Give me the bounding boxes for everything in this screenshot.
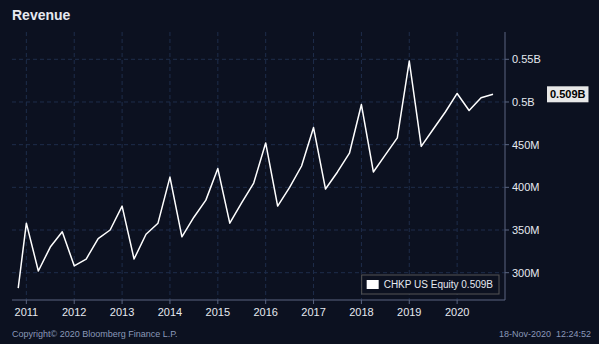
y-tick — [505, 101, 509, 102]
y-axis-line — [505, 32, 506, 300]
x-tick — [361, 300, 362, 304]
y-tick — [505, 272, 509, 273]
legend-frame — [362, 275, 499, 294]
chart: Revenue 300M 350M 400M 450M 0.5B 0.55B 2011 2012… — [0, 0, 599, 344]
x-tick-label: 2017 — [301, 306, 325, 318]
x-tick — [169, 300, 170, 304]
y-tick-label: 450M — [512, 139, 540, 151]
y-tick-label: 0.55B — [512, 53, 541, 65]
x-grid-line — [74, 32, 75, 300]
y-grid-line — [12, 187, 505, 188]
x-tick — [74, 300, 75, 304]
x-tick — [457, 300, 458, 304]
x-grid-line — [26, 32, 27, 300]
y-tick-label: 350M — [512, 224, 540, 236]
x-tick-label: 2014 — [158, 306, 182, 318]
x-grid-line — [457, 32, 458, 300]
y-grid-line — [12, 144, 505, 145]
x-tick — [313, 300, 314, 304]
footer-text: Copyright© 2020 Bloomberg Finance L.P. — [12, 329, 178, 339]
x-tick-label: 2018 — [349, 306, 373, 318]
annotation: 0.509B — [547, 86, 588, 102]
x-tick — [122, 300, 123, 304]
x-tick — [265, 300, 266, 304]
y-grid-line — [12, 59, 505, 60]
y-grid-line — [12, 101, 505, 102]
x-grid-line — [265, 32, 266, 300]
x-axis-line — [12, 300, 505, 301]
y-tick-label: 300M — [512, 267, 540, 279]
legend-swatch — [367, 280, 379, 289]
footer-text: 18-Nov-2020 12:24:52 — [499, 329, 591, 339]
x-grid-line — [313, 32, 314, 300]
series-line — [18, 61, 493, 288]
annotation-text: 0.509B — [550, 88, 586, 100]
legend-label: CHKP US Equity 0.509B — [384, 279, 494, 290]
x-grid-line — [169, 32, 170, 300]
x-tick-label: 2012 — [62, 306, 86, 318]
x-grid-line — [217, 32, 218, 300]
y-grid-line — [12, 230, 505, 231]
x-grid-line — [361, 32, 362, 300]
x-tick — [217, 300, 218, 304]
background — [0, 0, 599, 344]
y-tick — [505, 230, 509, 231]
y-tick — [505, 59, 509, 60]
x-tick-label: 2020 — [445, 306, 469, 318]
x-tick — [409, 300, 410, 304]
x-tick-label: 2019 — [397, 306, 421, 318]
x-tick-label: 2013 — [110, 306, 134, 318]
annotation-box — [547, 86, 588, 102]
legend: CHKP US Equity 0.509B — [362, 275, 499, 294]
x-grid-line — [122, 32, 123, 300]
x-tick-label: 2015 — [206, 306, 230, 318]
y-tick-label: 400M — [512, 181, 540, 193]
grid — [12, 32, 505, 300]
x-tick — [26, 300, 27, 304]
y-tick-label: 0.5B — [512, 96, 535, 108]
x-tick-label: 2016 — [253, 306, 277, 318]
x-grid-line — [409, 32, 410, 300]
x-tick-label: 2011 — [15, 306, 39, 318]
y-tick — [505, 144, 509, 145]
y-grid-line — [12, 272, 505, 273]
title: Revenue — [12, 7, 71, 23]
plot-area — [18, 61, 493, 288]
y-tick — [505, 187, 509, 188]
